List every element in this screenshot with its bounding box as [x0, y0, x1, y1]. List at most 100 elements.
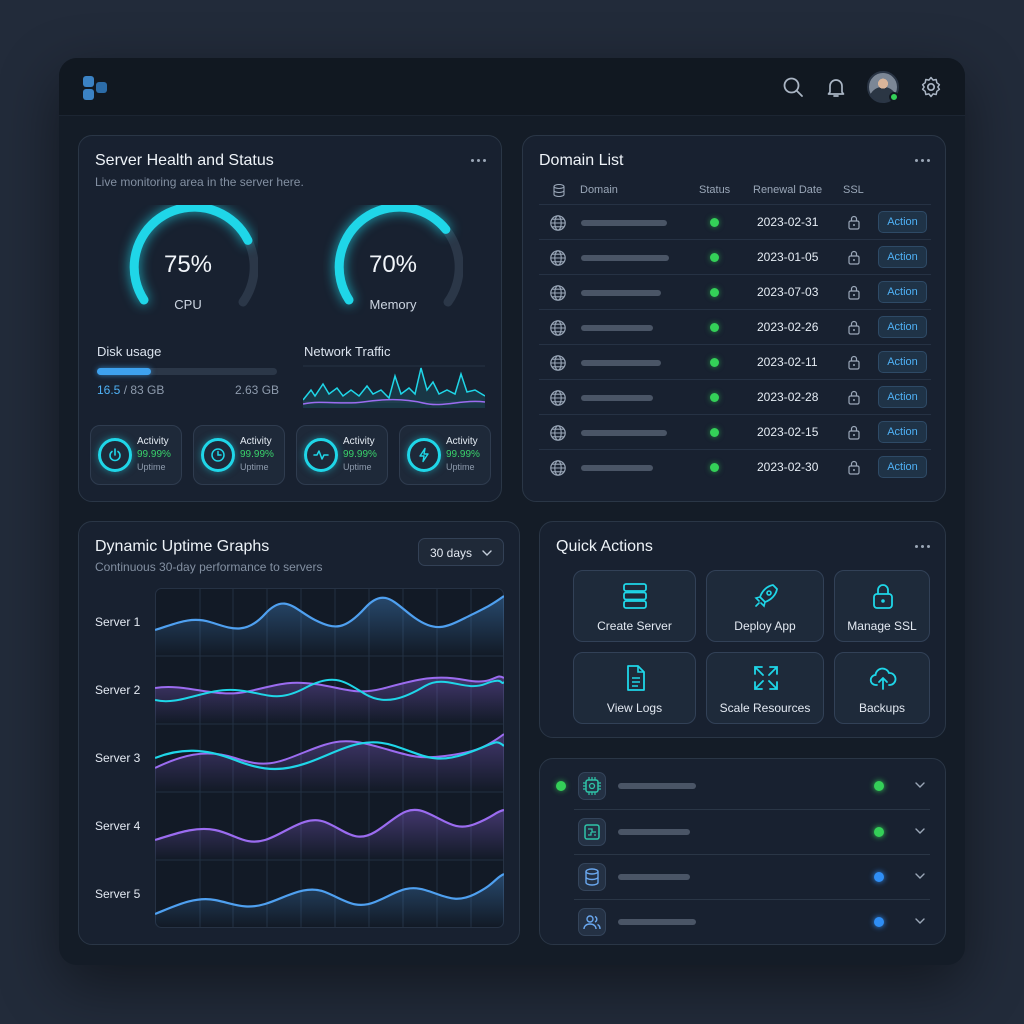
date-range-dropdown[interactable]: 30 days — [418, 538, 504, 566]
action-button[interactable]: Action — [878, 386, 927, 408]
disk-total: / 83 GB — [123, 383, 165, 397]
memory-gauge-arc — [334, 202, 464, 307]
renewal-date: 2023-02-26 — [757, 320, 819, 334]
action-button[interactable]: Action — [878, 281, 927, 303]
clock-icon — [201, 438, 235, 472]
card-title: Quick Actions — [556, 538, 653, 555]
more-options-icon[interactable] — [915, 545, 931, 549]
domain-row[interactable]: 2023-02-11 Action — [539, 344, 931, 379]
server-label: Server 3 — [95, 751, 141, 765]
action-button[interactable]: Action — [878, 421, 927, 443]
quick-action-label: Manage SSL — [847, 619, 917, 633]
scale-resources-button[interactable]: Scale Resources — [706, 652, 824, 724]
service-list-status-dot — [556, 781, 566, 791]
app-logo[interactable] — [83, 76, 109, 102]
status-dot — [710, 218, 719, 227]
service-name-placeholder — [618, 783, 696, 789]
gear-icon[interactable] — [919, 75, 943, 99]
activity-tile-pulse[interactable]: Activity 99.99% Uptime — [296, 425, 388, 485]
more-options-icon[interactable] — [471, 159, 487, 163]
renewal-date: 2023-01-05 — [757, 250, 819, 264]
service-status-dot — [874, 781, 884, 791]
domain-name-placeholder — [581, 465, 653, 471]
service-row[interactable] — [574, 809, 930, 854]
domain-row[interactable]: 2023-02-30 Action — [539, 449, 931, 484]
memory-gauge: 70% Memory — [323, 202, 464, 315]
chevron-down-icon[interactable] — [914, 779, 926, 791]
server-icon — [623, 583, 647, 609]
chevron-down-icon — [482, 550, 492, 556]
activity-tile-power[interactable]: Activity 99.99% Uptime — [90, 425, 182, 485]
column-header-status[interactable]: Status — [699, 184, 731, 196]
file-icon — [627, 665, 645, 691]
cloud-upload-icon — [869, 667, 897, 690]
domain-name-placeholder — [581, 325, 653, 331]
circuit-board-icon — [578, 818, 606, 846]
chevron-down-icon[interactable] — [914, 870, 926, 882]
ssl-lock-icon — [848, 320, 860, 335]
domain-row[interactable]: 2023-02-28 Action — [539, 379, 931, 414]
activity-tile-clock[interactable]: Activity 99.99% Uptime — [193, 425, 285, 485]
ssl-lock-icon — [848, 250, 860, 265]
more-options-icon[interactable] — [915, 159, 931, 163]
status-dot — [710, 393, 719, 402]
quick-action-label: View Logs — [606, 701, 663, 715]
deploy-app-button[interactable]: Deploy App — [706, 570, 824, 642]
create-server-button[interactable]: Create Server — [573, 570, 696, 642]
domain-row[interactable]: 2023-02-31 Action — [539, 204, 931, 239]
search-icon[interactable] — [781, 75, 805, 99]
bell-icon[interactable] — [824, 75, 848, 99]
action-button[interactable]: Action — [878, 211, 927, 233]
chevron-down-icon[interactable] — [914, 915, 926, 927]
service-status-dot — [874, 872, 884, 882]
globe-icon — [550, 320, 566, 336]
domain-name-placeholder — [581, 395, 653, 401]
manage-ssl-button[interactable]: Manage SSL — [834, 570, 930, 642]
service-row[interactable] — [574, 764, 930, 809]
service-status-dot — [874, 917, 884, 927]
column-header-domain[interactable]: Domain — [580, 184, 618, 196]
service-row[interactable] — [574, 854, 930, 899]
status-dot — [710, 463, 719, 472]
backups-button[interactable]: Backups — [834, 652, 930, 724]
ssl-lock-icon — [848, 425, 860, 440]
status-dot — [710, 288, 719, 297]
domain-row[interactable]: 2023-07-03 Action — [539, 274, 931, 309]
view-logs-button[interactable]: View Logs — [573, 652, 696, 724]
globe-icon — [550, 425, 566, 441]
globe-icon — [550, 460, 566, 476]
bolt-icon — [407, 438, 441, 472]
users-icon — [578, 908, 606, 936]
action-button[interactable]: Action — [878, 351, 927, 373]
activity-tile-bolt[interactable]: Activity 99.99% Uptime — [399, 425, 491, 485]
activity-value: 99.99% — [137, 449, 171, 460]
pulse-icon — [304, 438, 338, 472]
cpu-chip-icon — [578, 772, 606, 800]
domain-name-placeholder — [581, 255, 669, 261]
column-header-renewal[interactable]: Renewal Date — [753, 184, 823, 196]
avatar[interactable] — [867, 71, 899, 103]
renewal-date: 2023-02-31 — [757, 215, 819, 229]
domain-row[interactable]: 2023-02-15 Action — [539, 414, 931, 449]
quick-action-label: Deploy App — [734, 619, 796, 633]
rocket-icon — [754, 584, 778, 608]
service-row[interactable] — [574, 899, 930, 944]
domain-row[interactable]: 2023-02-26 Action — [539, 309, 931, 344]
column-header-ssl[interactable]: SSL — [843, 184, 864, 196]
action-button[interactable]: Action — [878, 456, 927, 478]
chevron-down-icon[interactable] — [914, 825, 926, 837]
action-button[interactable]: Action — [878, 316, 927, 338]
status-dot — [710, 428, 719, 437]
service-name-placeholder — [618, 829, 690, 835]
domain-row[interactable]: 2023-01-05 Action — [539, 239, 931, 274]
action-button[interactable]: Action — [878, 246, 927, 268]
globe-icon — [550, 215, 566, 231]
domain-name-placeholder — [581, 220, 667, 226]
disk-used: 16.5 / 83 GB — [97, 383, 164, 397]
activity-caption: Uptime — [137, 462, 166, 472]
quick-action-label: Create Server — [597, 619, 672, 633]
activity-title: Activity — [240, 436, 272, 447]
disk-used-value: 16.5 — [97, 383, 121, 397]
ssl-lock-icon — [848, 460, 860, 475]
network-traffic-label: Network Traffic — [304, 344, 391, 359]
